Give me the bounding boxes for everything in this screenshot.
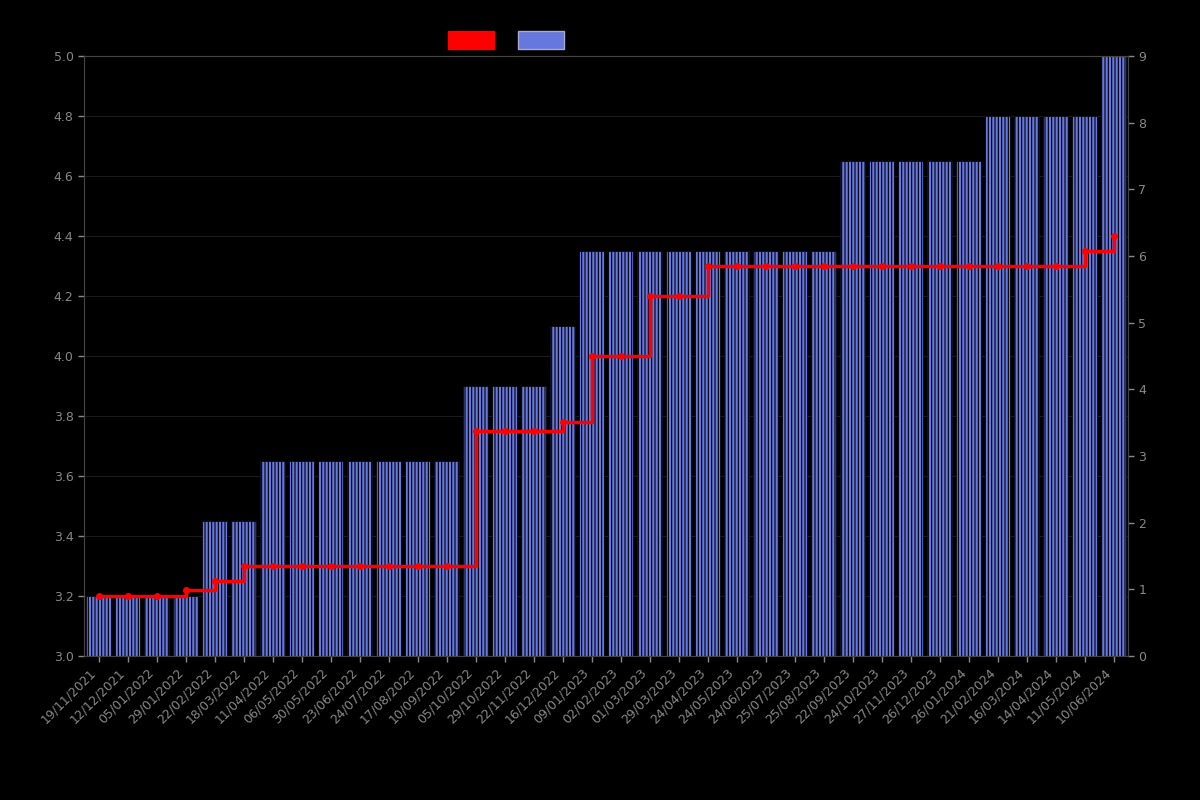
Bar bbox=[956, 161, 980, 656]
Bar bbox=[406, 461, 430, 656]
Bar bbox=[521, 386, 546, 656]
Bar bbox=[318, 461, 343, 656]
Bar bbox=[608, 251, 632, 656]
Bar bbox=[492, 386, 517, 656]
Bar bbox=[202, 521, 227, 656]
Bar bbox=[985, 116, 1010, 656]
Bar bbox=[1043, 116, 1068, 656]
Bar bbox=[869, 161, 894, 656]
Bar bbox=[580, 251, 604, 656]
Bar bbox=[347, 461, 372, 656]
Bar bbox=[666, 251, 691, 656]
Bar bbox=[1072, 116, 1097, 656]
Bar bbox=[232, 521, 256, 656]
Bar bbox=[637, 251, 662, 656]
Bar bbox=[86, 596, 110, 656]
Bar bbox=[782, 251, 806, 656]
Bar bbox=[724, 251, 749, 656]
Legend: , : , bbox=[448, 30, 576, 50]
Bar bbox=[260, 461, 284, 656]
Bar bbox=[928, 161, 952, 656]
Bar bbox=[1102, 56, 1126, 656]
Bar bbox=[695, 251, 720, 656]
Bar bbox=[754, 251, 778, 656]
Bar bbox=[811, 251, 836, 656]
Bar bbox=[115, 596, 140, 656]
Bar bbox=[173, 596, 198, 656]
Bar bbox=[463, 386, 488, 656]
Bar bbox=[550, 326, 575, 656]
Bar bbox=[898, 161, 923, 656]
Bar bbox=[1014, 116, 1039, 656]
Bar bbox=[434, 461, 458, 656]
Bar bbox=[840, 161, 865, 656]
Bar bbox=[289, 461, 314, 656]
Bar bbox=[144, 596, 169, 656]
Bar bbox=[376, 461, 401, 656]
